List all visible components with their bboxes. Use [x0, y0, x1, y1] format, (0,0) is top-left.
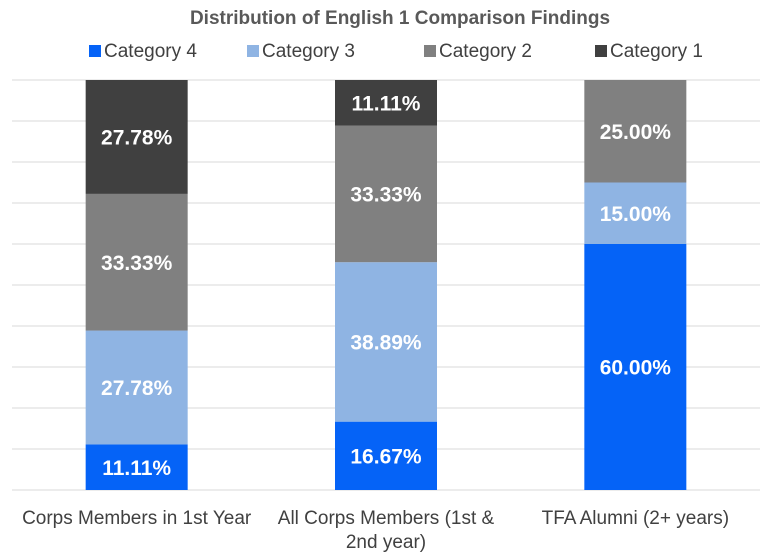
x-tick-label: All Corps Members (1st & 2nd year)	[277, 508, 495, 553]
legend-swatch	[247, 45, 259, 57]
x-tick-label: Corps Members in 1st Year	[22, 508, 252, 529]
data-label: 27.78%	[101, 377, 173, 400]
data-label: 16.67%	[350, 445, 422, 468]
bar-segment	[584, 244, 687, 490]
data-label: 11.11%	[352, 92, 421, 115]
bar-segment	[335, 421, 437, 490]
bar-segment	[335, 262, 437, 422]
data-label: 27.78%	[101, 126, 173, 149]
data-label: 33.33%	[101, 252, 173, 275]
data-label: 15.00%	[600, 203, 672, 226]
legend-label: Category 4	[104, 41, 197, 62]
bar-segment	[85, 444, 188, 490]
bar-segment	[584, 182, 687, 244]
bar-segment	[85, 330, 188, 445]
legend-swatch	[595, 45, 607, 57]
bar-segment	[335, 80, 437, 126]
bar-segment	[85, 80, 188, 194]
legend-swatch	[424, 45, 436, 57]
data-label: 60.00%	[600, 357, 672, 380]
bar-segment	[584, 80, 687, 183]
legend-label: Category 3	[262, 41, 355, 62]
bar-segment	[85, 193, 188, 331]
legend-label: Category 1	[610, 41, 703, 62]
chart-title: Distribution of English 1 Comparison Fin…	[190, 8, 610, 29]
data-label: 38.89%	[350, 331, 422, 354]
bar-segment	[335, 125, 437, 263]
legend-swatch	[89, 45, 101, 57]
data-label: 11.11%	[102, 457, 171, 480]
data-label: 25.00%	[600, 121, 672, 144]
x-tick-label: TFA Alumni (2+ years)	[541, 508, 730, 529]
legend-label: Category 2	[439, 41, 532, 62]
data-label: 33.33%	[350, 183, 422, 206]
